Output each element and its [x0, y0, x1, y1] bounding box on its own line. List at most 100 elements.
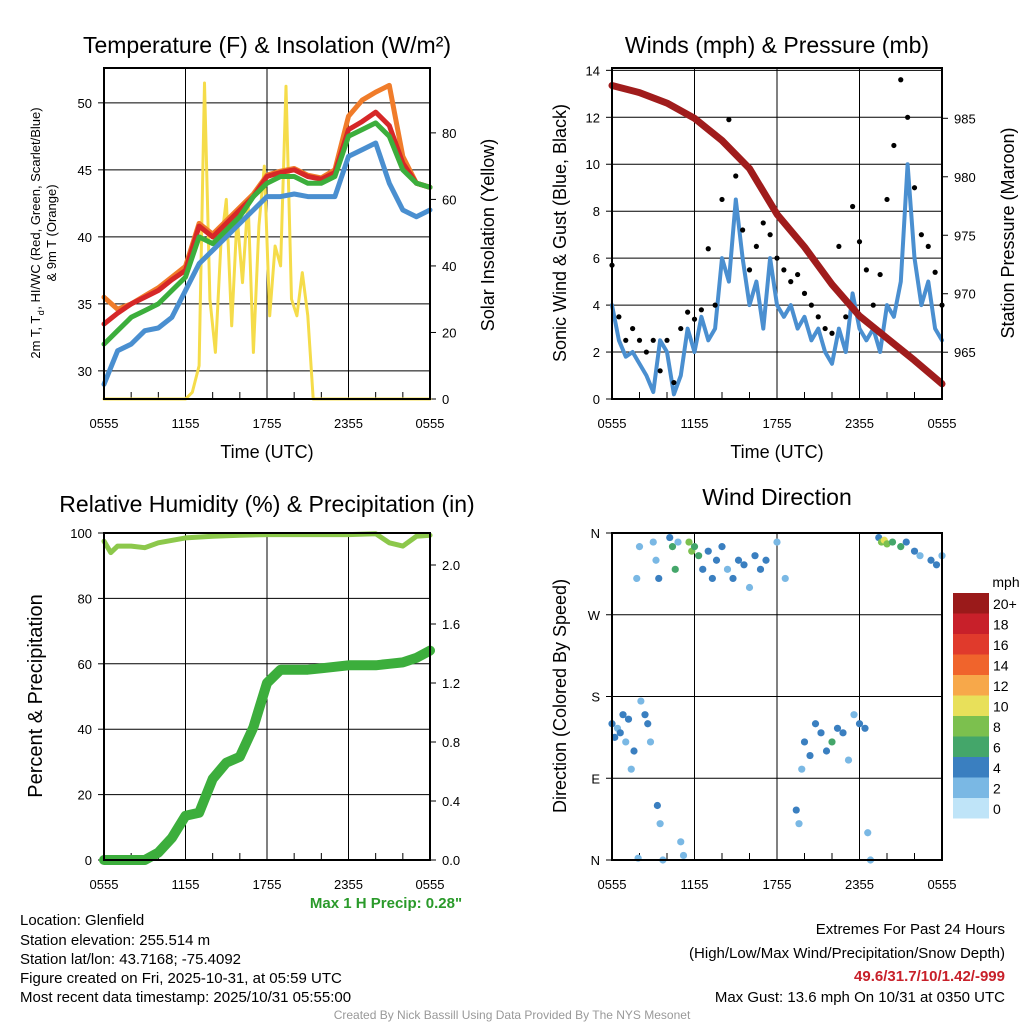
- insolation-line: [102, 81, 432, 401]
- info-latlon: Station lat/lon: 43.7168; -75.4092: [20, 951, 241, 968]
- info-elevation: Station elevation: 255.514 m: [20, 932, 210, 949]
- extremes-title: Extremes For Past 24 Hours: [816, 921, 1005, 938]
- y-tick-label: E: [591, 771, 600, 786]
- gust-point: [898, 77, 904, 83]
- rh-chart-title: Relative Humidity (%) & Precipitation (i…: [59, 491, 474, 517]
- direction-point: [712, 556, 721, 564]
- gust-point: [911, 185, 918, 191]
- y-tick-label: W: [588, 608, 601, 623]
- direction-point: [619, 711, 627, 719]
- direction-point: [734, 556, 743, 564]
- gust-point: [781, 267, 787, 273]
- x-tick-label: 1755: [253, 877, 282, 892]
- gust-point: [767, 232, 773, 238]
- legend-swatch: [953, 593, 989, 614]
- y-tick-label: N: [591, 853, 600, 868]
- gust-point: [698, 307, 704, 313]
- panel-0: 0555 1155 1755 2355 0555 30 35 40 45 50 0 20 40 60 80: [78, 67, 456, 431]
- gust-point: [877, 271, 883, 278]
- gust-point: [657, 368, 663, 374]
- y2-tick-label: 0.8: [442, 735, 460, 750]
- x-tick-label: 0555: [90, 877, 119, 892]
- precip-line: [99, 645, 435, 865]
- direction-point: [927, 556, 935, 564]
- gust-point: [836, 243, 842, 250]
- gust-point: [616, 314, 622, 320]
- extremes-values: 49.6/31.7/10/1.42/-999: [854, 968, 1005, 985]
- direction-point: [795, 820, 803, 828]
- gust-point: [753, 243, 759, 250]
- y-tick-label: 12: [586, 110, 600, 125]
- legend-label: 0: [993, 801, 1001, 817]
- direction-point: [685, 538, 693, 546]
- direction-point: [695, 552, 703, 560]
- legend-label: 4: [993, 760, 1001, 776]
- y2-tick-label: 975: [954, 228, 976, 243]
- direction-point: [616, 729, 624, 737]
- direction-point: [850, 711, 858, 719]
- plot-frame: [103, 532, 431, 861]
- gust-point: [712, 302, 718, 308]
- panel-1: 0555 1155 1755 2355 0555 0 2 4 6 8 10 12 14 965 970 975…: [586, 63, 976, 431]
- direction-point: [740, 561, 748, 569]
- gust-point: [685, 309, 691, 315]
- legend-label: 12: [993, 678, 1009, 694]
- x-tick-label: 2355: [845, 416, 874, 431]
- y-tick-label: 45: [78, 163, 92, 178]
- direction-point: [624, 715, 633, 723]
- direction-point: [883, 540, 891, 548]
- direction-point: [910, 547, 919, 555]
- direction-point: [704, 547, 712, 555]
- y2-tick-label: 965: [954, 345, 976, 360]
- gust-point: [643, 349, 649, 355]
- temp-2m-line: [101, 109, 433, 327]
- legend-label: 8: [993, 719, 1001, 735]
- legend-swatch: [953, 695, 989, 716]
- direction-point: [671, 565, 679, 573]
- direction-point: [800, 738, 809, 746]
- direction-point: [833, 724, 842, 732]
- gust-point: [801, 290, 808, 296]
- panel-3: 0555 1155 1755 2355 0555 N E S W N: [588, 526, 957, 892]
- gust-point: [719, 196, 725, 203]
- x-tick-label: 1155: [172, 877, 200, 892]
- y-tick-label: 0: [593, 392, 600, 407]
- gust-point: [691, 316, 698, 322]
- legend-swatch: [953, 757, 989, 778]
- gust-point: [636, 337, 643, 343]
- direction-point: [798, 765, 806, 773]
- legend-swatch: [953, 613, 989, 634]
- legend-label: 14: [993, 658, 1009, 674]
- gust-point: [863, 267, 869, 273]
- y2-tick-label: 80: [442, 126, 456, 141]
- direction-point: [652, 556, 660, 564]
- direction-point: [844, 756, 853, 764]
- gust-point: [664, 337, 670, 343]
- temp-y2label: Solar Insolation (Yellow): [478, 139, 498, 331]
- direction-point: [641, 711, 649, 719]
- info-recent: Most recent data timestamp: 2025/10/31 0…: [20, 989, 351, 1006]
- gust-point: [623, 337, 629, 343]
- gust-point: [774, 255, 780, 261]
- x-tick-label: 0555: [598, 416, 627, 431]
- x-tick-label: 1755: [253, 416, 282, 431]
- gust-point: [884, 196, 890, 203]
- plot-frame: [611, 532, 943, 861]
- direction-point: [627, 765, 635, 773]
- legend-swatch: [953, 654, 989, 675]
- y-tick-label: 4: [593, 298, 600, 313]
- temp-ylabel: 2m T, T d , HI/WC (Red, Green, Scarlet/B…: [28, 107, 46, 358]
- temp-xlabel: Time (UTC): [220, 442, 313, 462]
- y-tick-label: 100: [70, 526, 92, 541]
- plot-frame: [611, 67, 943, 400]
- direction-point: [699, 565, 707, 573]
- x-tick-label: 0555: [598, 877, 627, 892]
- legend-label: 18: [993, 617, 1009, 633]
- gust-point: [925, 243, 931, 250]
- y-tick-label: 35: [78, 297, 92, 312]
- direction-point: [708, 574, 716, 583]
- direction-point: [637, 697, 645, 705]
- gust-point: [760, 220, 766, 226]
- direction-point: [806, 751, 814, 760]
